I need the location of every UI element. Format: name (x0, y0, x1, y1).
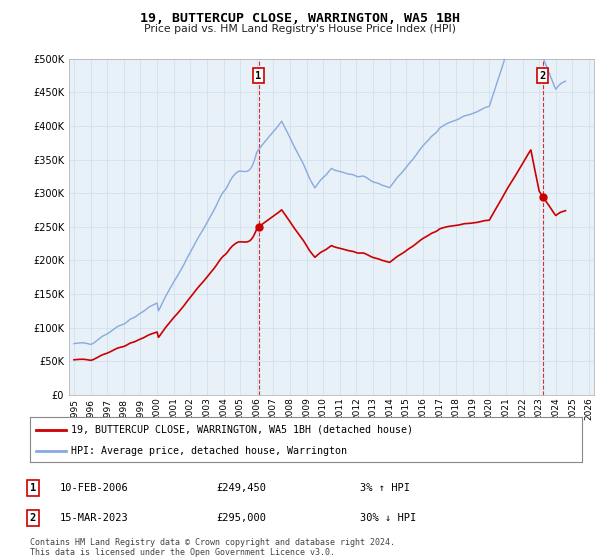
Text: 1: 1 (30, 483, 36, 493)
Text: 19, BUTTERCUP CLOSE, WARRINGTON, WA5 1BH (detached house): 19, BUTTERCUP CLOSE, WARRINGTON, WA5 1BH… (71, 424, 413, 435)
Text: Price paid vs. HM Land Registry's House Price Index (HPI): Price paid vs. HM Land Registry's House … (144, 24, 456, 34)
Text: 1: 1 (256, 71, 262, 81)
Text: £295,000: £295,000 (216, 513, 266, 523)
Text: Contains HM Land Registry data © Crown copyright and database right 2024.
This d: Contains HM Land Registry data © Crown c… (30, 538, 395, 557)
Text: 2: 2 (539, 71, 546, 81)
Text: £249,450: £249,450 (216, 483, 266, 493)
Text: 19, BUTTERCUP CLOSE, WARRINGTON, WA5 1BH: 19, BUTTERCUP CLOSE, WARRINGTON, WA5 1BH (140, 12, 460, 25)
Text: 3% ↑ HPI: 3% ↑ HPI (360, 483, 410, 493)
Text: 15-MAR-2023: 15-MAR-2023 (60, 513, 129, 523)
Text: 30% ↓ HPI: 30% ↓ HPI (360, 513, 416, 523)
Text: 10-FEB-2006: 10-FEB-2006 (60, 483, 129, 493)
Text: HPI: Average price, detached house, Warrington: HPI: Average price, detached house, Warr… (71, 446, 347, 456)
Text: 2: 2 (30, 513, 36, 523)
